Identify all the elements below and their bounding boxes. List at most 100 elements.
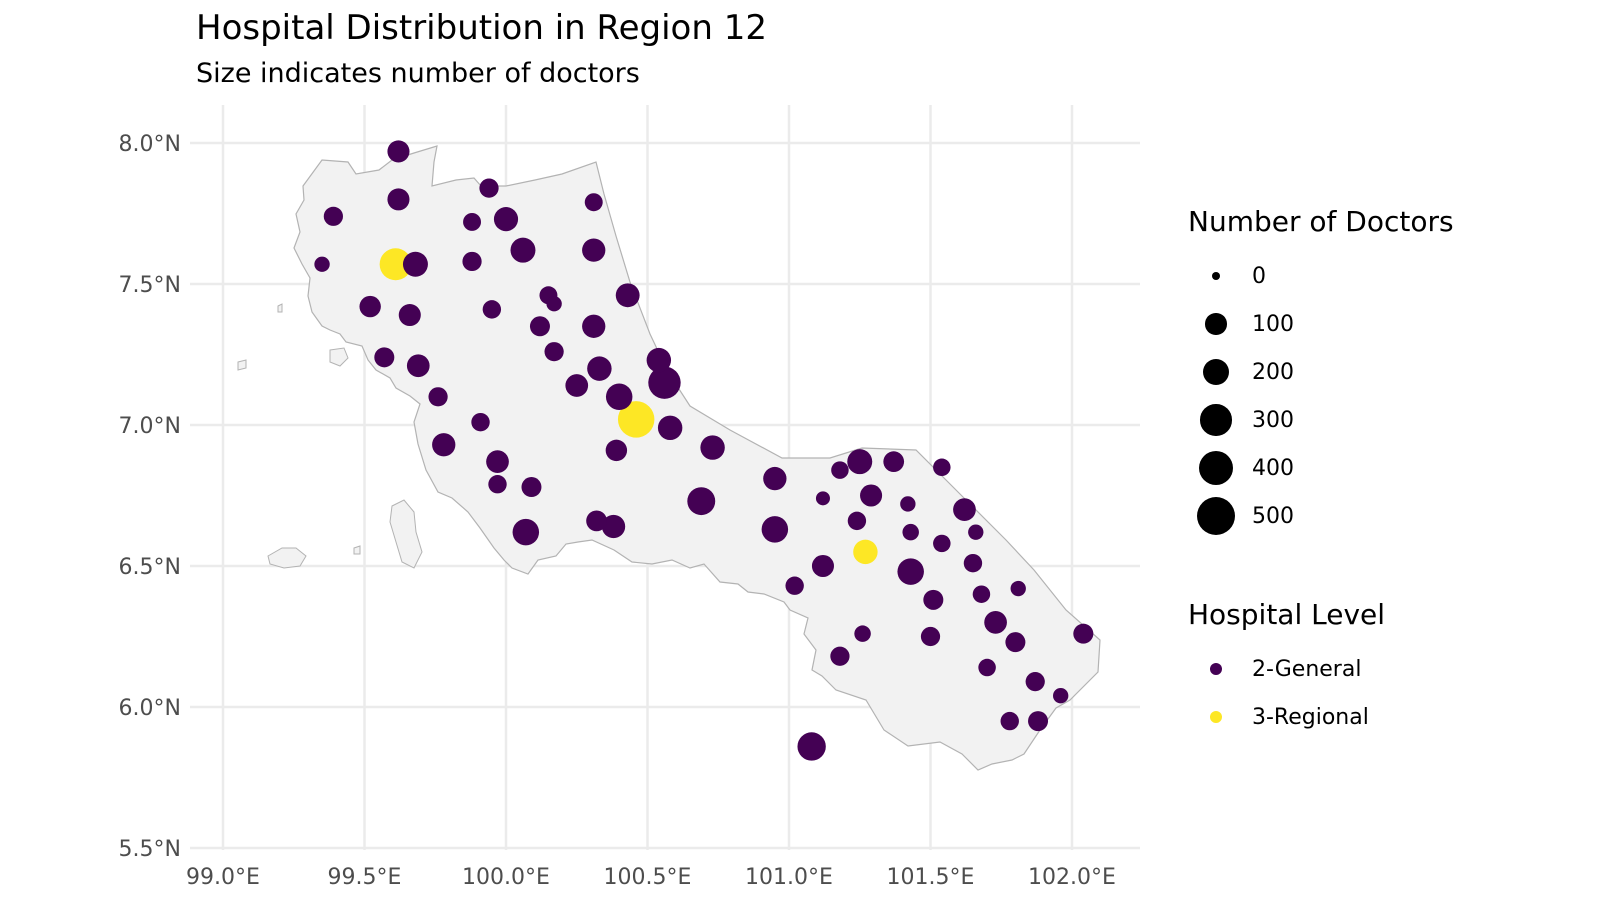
- y-tick-label: 6.5°N: [119, 555, 181, 580]
- hospital-point: [402, 251, 428, 277]
- hospital-point: [387, 188, 410, 211]
- hospital-point: [512, 518, 540, 546]
- hospital-point: [323, 206, 343, 226]
- legend-size-dot: [1200, 404, 1232, 436]
- hospital-point: [617, 401, 655, 438]
- hospital-point: [582, 314, 606, 338]
- x-tick-label: 99.0°E: [186, 865, 260, 890]
- hospital-point: [587, 356, 612, 381]
- hospital-point: [521, 477, 542, 498]
- legend-size-title: Number of Doctors: [1188, 205, 1454, 238]
- legend-size-label: 100: [1252, 311, 1294, 337]
- chart-title: Hospital Distribution in Region 12: [196, 8, 767, 48]
- hospital-point: [897, 558, 924, 585]
- hospital-points: [314, 140, 1094, 761]
- hospital-point: [933, 534, 951, 553]
- hospital-point: [811, 554, 834, 578]
- hospital-point: [854, 625, 871, 642]
- y-tick-label: 7.5°N: [119, 273, 181, 298]
- x-tick-label: 101.5°E: [887, 865, 975, 890]
- legend-size-item: 200: [1188, 348, 1454, 396]
- hospital-point: [972, 585, 991, 603]
- hospital-point: [493, 207, 519, 232]
- legend-color-dot: [1210, 711, 1222, 723]
- hospital-point: [853, 539, 878, 565]
- legend-size-item: 100: [1188, 300, 1454, 348]
- hospital-point: [978, 658, 996, 677]
- legend-size-dot: [1205, 313, 1227, 335]
- legend-size-label: 500: [1252, 503, 1294, 529]
- hospital-point: [510, 237, 536, 263]
- hospital-point: [1000, 711, 1019, 731]
- legend-size-dot: [1202, 358, 1230, 386]
- hospital-point: [1005, 632, 1026, 653]
- hospital-point: [648, 366, 681, 399]
- hospital-point: [482, 300, 502, 319]
- legend-size-dot: [1197, 497, 1235, 535]
- x-tick-label: 101.0°E: [745, 865, 833, 890]
- hospital-point: [1073, 623, 1094, 644]
- hospital-point: [432, 433, 456, 457]
- hospital-point: [1025, 672, 1045, 692]
- y-tick-label: 6.0°N: [119, 696, 181, 721]
- hospital-point: [462, 251, 482, 272]
- hospital-point: [601, 514, 626, 539]
- hospital-point: [479, 178, 499, 198]
- legend-size-label: 0: [1252, 263, 1266, 289]
- x-tick-label: 102.0°E: [1028, 865, 1116, 890]
- island: [329, 347, 349, 367]
- hospital-point: [486, 450, 509, 474]
- hospital-point: [1010, 580, 1026, 597]
- hospital-point: [815, 491, 830, 506]
- legend-size-item: 300: [1188, 396, 1454, 444]
- hospital-point: [546, 296, 562, 312]
- hospital-point: [428, 387, 448, 407]
- islands: [237, 303, 423, 569]
- hospital-point: [374, 347, 395, 368]
- hospital-point: [761, 516, 789, 543]
- hospital-point: [529, 316, 550, 337]
- hospital-point: [860, 484, 883, 507]
- hospital-point: [797, 732, 826, 761]
- hospital-point: [1053, 688, 1069, 704]
- region-12-outline: [293, 145, 1101, 771]
- island: [353, 545, 361, 555]
- hospital-point: [398, 303, 421, 327]
- legend-color-key: [1188, 645, 1244, 693]
- legend-size-label: 400: [1252, 455, 1294, 481]
- hospital-point: [830, 646, 850, 666]
- hospital-point: [763, 466, 787, 491]
- legend-size-item: 400: [1188, 444, 1454, 492]
- legend-color-label: 3-Regional: [1252, 704, 1369, 730]
- legend-color-title: Hospital Level: [1188, 598, 1386, 631]
- hospital-point: [605, 439, 628, 462]
- hospital-point: [900, 496, 916, 512]
- hospital-point: [1028, 711, 1049, 732]
- hospital-point: [605, 383, 633, 411]
- hospital-point: [883, 451, 905, 473]
- x-tick-label: 100.5°E: [604, 865, 692, 890]
- legend-size-dot: [1212, 272, 1220, 280]
- legend-color-item: 3-Regional: [1188, 693, 1385, 741]
- y-tick-label: 7.0°N: [119, 414, 181, 439]
- hospital-point: [463, 212, 482, 231]
- island: [277, 303, 283, 313]
- legend-size-key: [1188, 348, 1244, 396]
- hospital-point: [314, 256, 330, 272]
- island: [389, 499, 423, 569]
- legend-size-key: [1188, 300, 1244, 348]
- hospital-point: [785, 576, 804, 595]
- hospital-point: [700, 435, 725, 460]
- axis-tick-labels: 99.0°E 99.5°E 100.0°E 100.5°E 101.0°E 101.5°E…: [119, 132, 1116, 890]
- legend-size-item: 500: [1188, 492, 1454, 540]
- hospital-point: [657, 415, 683, 441]
- legend-size-key: [1188, 492, 1244, 540]
- legend-color-label: 2-General: [1252, 656, 1362, 682]
- hospital-point: [923, 589, 944, 610]
- hospital-point: [902, 523, 919, 541]
- legend-color-key: [1188, 693, 1244, 741]
- island: [237, 359, 247, 371]
- legend-size-label: 200: [1252, 359, 1294, 385]
- legend-size-dot: [1198, 450, 1234, 486]
